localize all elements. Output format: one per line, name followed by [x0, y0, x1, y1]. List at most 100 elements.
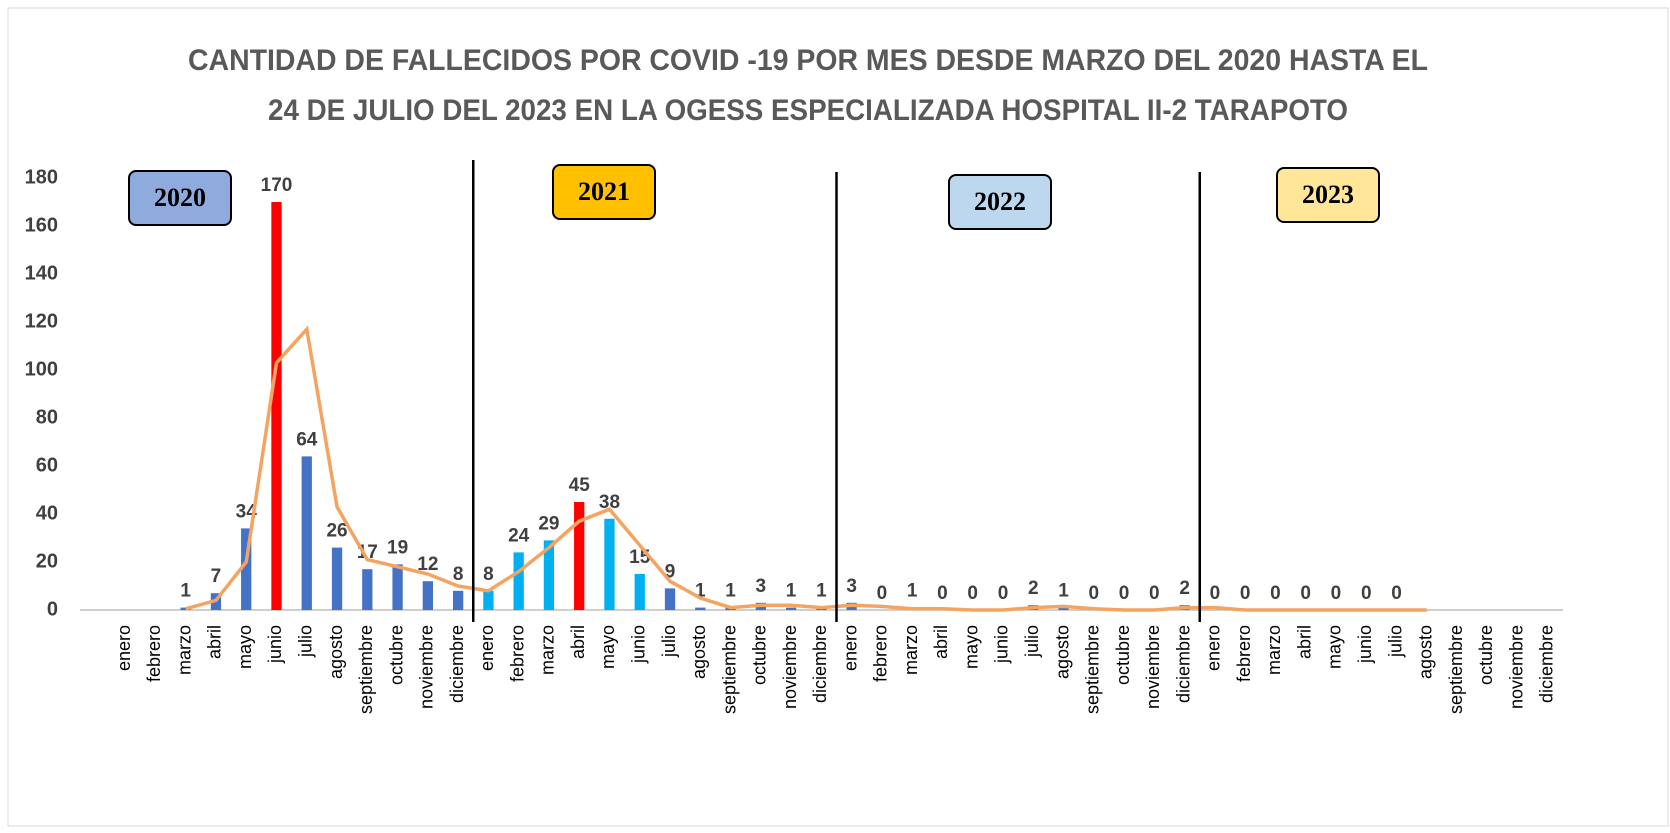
- data-label: 0: [1210, 583, 1221, 604]
- year-label: 2023: [1302, 180, 1354, 209]
- bar: [362, 569, 373, 610]
- x-tick-label: junio: [992, 625, 1012, 664]
- bar: [604, 518, 615, 610]
- bar: [785, 607, 797, 610]
- data-label: 1: [695, 581, 706, 602]
- x-tick-label: enero: [114, 625, 134, 671]
- y-tick-label: 60: [36, 454, 58, 476]
- bar: [422, 581, 433, 610]
- data-label: 64: [296, 429, 318, 450]
- bar: [513, 552, 524, 610]
- x-tick-label: marzo: [174, 625, 194, 675]
- x-tick-label: octubre: [1476, 625, 1496, 685]
- data-label: 0: [1149, 583, 1160, 604]
- x-tick-label: mayo: [961, 625, 981, 669]
- trend-line: [185, 325, 1427, 612]
- chart-title: 24 DE JULIO DEL 2023 EN LA OGESS ESPECIA…: [268, 94, 1348, 127]
- x-tick-label: diciembre: [447, 625, 467, 703]
- data-label: 1: [1058, 581, 1069, 602]
- data-label: 38: [599, 492, 620, 513]
- data-label: 170: [261, 175, 293, 196]
- bar: [301, 456, 312, 610]
- x-tick-label: diciembre: [1173, 625, 1193, 703]
- data-label: 0: [1391, 583, 1402, 604]
- data-label: 1: [180, 581, 191, 602]
- bar: [483, 590, 494, 610]
- bar: [543, 540, 555, 610]
- data-label: 0: [1089, 583, 1100, 604]
- year-box: [948, 174, 1052, 230]
- x-tick-label: febrero: [871, 625, 891, 682]
- bar: [392, 564, 403, 610]
- data-label: 1: [786, 581, 797, 602]
- y-tick-label: 0: [47, 598, 58, 620]
- x-tick-label: noviembre: [780, 625, 800, 709]
- x-tick-label: febrero: [144, 625, 164, 682]
- data-label: 19: [387, 537, 408, 558]
- x-tick-label: octubre: [750, 625, 770, 685]
- bar: [695, 607, 706, 610]
- x-tick-label: agosto: [1052, 625, 1072, 679]
- x-tick-label: julio: [1022, 625, 1042, 658]
- data-label: 1: [816, 581, 827, 602]
- x-tick-label: julio: [1385, 625, 1405, 658]
- x-tick-label: octubre: [1113, 625, 1133, 685]
- year-label: 2020: [154, 183, 206, 212]
- chart-title: CANTIDAD DE FALLECIDOS POR COVID -19 POR…: [188, 44, 1428, 77]
- bar: [1058, 607, 1069, 610]
- data-label: 1: [725, 581, 736, 602]
- data-label: 9: [665, 561, 676, 582]
- data-label: 29: [538, 513, 559, 534]
- data-label: 26: [326, 521, 347, 542]
- x-tick-label: junio: [1355, 625, 1375, 664]
- year-label: 2021: [578, 177, 630, 206]
- data-label: 0: [998, 583, 1009, 604]
- data-label: 0: [937, 583, 948, 604]
- data-label: 24: [508, 525, 530, 546]
- x-tick-label: septiembre: [1446, 625, 1466, 714]
- x-tick-label: abril: [568, 625, 588, 659]
- x-tick-label: marzo: [901, 625, 921, 675]
- x-tick-label: mayo: [1325, 625, 1345, 669]
- x-tick-label: mayo: [235, 625, 255, 669]
- x-tick-label: mayo: [598, 625, 618, 669]
- x-tick-label: enero: [477, 625, 497, 671]
- bar: [452, 590, 464, 610]
- year-label: 2022: [974, 187, 1026, 216]
- year-box: [1276, 167, 1380, 223]
- x-tick-label: abril: [205, 625, 225, 659]
- y-tick-label: 100: [25, 358, 58, 380]
- y-tick-label: 180: [25, 166, 58, 188]
- bar: [241, 528, 252, 610]
- data-label: 2: [1028, 578, 1039, 599]
- data-label: 8: [483, 564, 494, 585]
- y-tick-label: 40: [36, 502, 58, 524]
- data-label: 2: [1179, 578, 1190, 599]
- data-label: 0: [967, 583, 978, 604]
- x-tick-label: septiembre: [356, 625, 376, 714]
- x-tick-label: abril: [931, 625, 951, 659]
- data-label: 7: [211, 566, 222, 587]
- data-label: 3: [756, 576, 767, 597]
- x-tick-label: febrero: [507, 625, 527, 682]
- x-tick-label: abril: [1294, 625, 1314, 659]
- data-label: 0: [1331, 583, 1342, 604]
- x-tick-label: octubre: [386, 625, 406, 685]
- x-tick-label: marzo: [538, 625, 558, 675]
- data-label: 0: [1240, 583, 1251, 604]
- bar: [664, 588, 676, 610]
- bar: [574, 502, 585, 610]
- x-tick-label: julio: [659, 625, 679, 658]
- bar: [271, 202, 282, 610]
- x-tick-label: marzo: [1264, 625, 1284, 675]
- bar: [634, 574, 645, 610]
- data-label: 12: [417, 554, 438, 575]
- data-label: 0: [1300, 583, 1311, 604]
- x-tick-label: noviembre: [417, 625, 437, 709]
- x-tick-label: enero: [1204, 625, 1224, 671]
- data-label: 0: [1119, 583, 1130, 604]
- data-label: 0: [1361, 583, 1372, 604]
- bar: [331, 547, 343, 610]
- x-tick-label: junio: [265, 625, 285, 664]
